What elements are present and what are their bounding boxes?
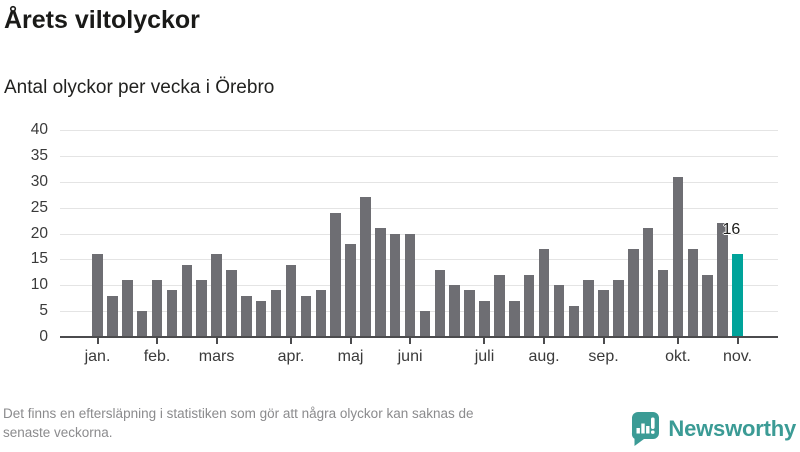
bar xyxy=(166,290,178,337)
bar xyxy=(613,280,624,337)
gridline xyxy=(60,130,778,131)
bar xyxy=(672,176,684,337)
weekly-accidents-bar-chart: Årets viltolyckor Antal olyckor per veck… xyxy=(0,6,778,365)
bar xyxy=(553,285,565,337)
bar xyxy=(196,280,207,337)
bar xyxy=(687,249,699,337)
x-tick-mark xyxy=(289,337,292,344)
x-tick-mark xyxy=(676,337,679,344)
bar xyxy=(315,290,326,337)
chart-subtitle: Antal olyckor per vecka i Örebro xyxy=(4,77,275,98)
x-tick-mark xyxy=(156,337,159,344)
x-tick-mark xyxy=(96,337,99,344)
bar xyxy=(300,295,312,337)
bar xyxy=(419,311,431,337)
y-tick-label: 30 xyxy=(30,172,48,190)
bar xyxy=(226,269,237,337)
bar xyxy=(568,305,580,337)
footnote-line: Det finns en eftersläpning i statistiken… xyxy=(3,406,474,421)
bar xyxy=(464,290,475,337)
bar xyxy=(92,254,103,337)
x-tick-mark xyxy=(409,337,412,344)
y-tick-label: 40 xyxy=(30,121,48,138)
bar xyxy=(107,295,118,337)
y-tick-label: 15 xyxy=(30,250,48,268)
bar xyxy=(404,233,416,337)
bar xyxy=(151,280,163,337)
bar xyxy=(598,290,609,337)
bar xyxy=(330,212,341,337)
highlight-value-label: 16 xyxy=(722,221,741,239)
bar xyxy=(628,249,639,337)
gridline xyxy=(60,259,778,261)
x-tick-label: sep. xyxy=(588,348,619,365)
bar xyxy=(479,300,490,337)
y-axis: 0 5 10 15 20 25 30 35 40 xyxy=(0,121,48,345)
x-axis-line xyxy=(60,336,778,338)
gridline xyxy=(60,285,778,287)
x-tick-mark xyxy=(543,337,546,344)
bar xyxy=(375,228,386,337)
x-tick-label: feb. xyxy=(143,348,171,365)
bar xyxy=(717,223,728,337)
bar xyxy=(449,285,460,337)
plot-area: jan. feb. mars apr. maj juni juli aug. sep. okt. n… xyxy=(60,130,778,365)
footnote: Det finns en eftersläpning i statistiken… xyxy=(3,405,633,442)
bar xyxy=(494,274,505,337)
bar xyxy=(136,311,148,337)
x-tick-mark xyxy=(602,337,605,344)
bar xyxy=(211,254,222,337)
x-tick-mark xyxy=(736,337,739,344)
y-tick-label: 35 xyxy=(30,146,48,164)
bar xyxy=(181,264,193,337)
x-tick-mark xyxy=(215,337,218,344)
bar xyxy=(255,300,267,337)
y-tick-label: 25 xyxy=(30,198,48,216)
bar xyxy=(360,197,371,337)
x-tick-mark xyxy=(483,337,486,344)
bar xyxy=(389,233,401,337)
bar xyxy=(538,249,550,337)
gridline xyxy=(60,207,778,209)
footnote-line: senaste veckorna. xyxy=(3,424,113,440)
newsworthy-logo: Newsworthy xyxy=(630,411,796,447)
bar xyxy=(285,264,297,337)
x-tick-label: okt. xyxy=(665,348,691,365)
x-tick-label: juni xyxy=(397,348,423,365)
bar-highlighted xyxy=(732,254,743,337)
x-tick-label: aug. xyxy=(528,348,560,365)
bar xyxy=(702,274,713,337)
newsworthy-logo-icon xyxy=(630,411,660,447)
x-tick-mark xyxy=(349,337,352,344)
x-tick-label: apr. xyxy=(277,348,305,365)
gridline xyxy=(60,181,778,183)
bar xyxy=(345,243,356,337)
x-tick-label: jan. xyxy=(84,348,111,365)
y-tick-label: 0 xyxy=(39,328,48,345)
newsworthy-wordmark: Newsworthy xyxy=(668,416,796,441)
x-tick-label: maj xyxy=(337,348,364,365)
x-tick-label: juli xyxy=(474,348,495,365)
bar xyxy=(583,280,594,337)
x-tick-label: nov. xyxy=(722,348,753,365)
x-tick-label: mars xyxy=(198,348,235,365)
bar xyxy=(434,269,446,337)
page-title: Årets viltolyckor xyxy=(4,6,200,34)
gridline xyxy=(60,311,778,313)
y-tick-label: 10 xyxy=(30,276,48,294)
bar xyxy=(241,295,252,337)
gridline xyxy=(60,155,778,157)
bar xyxy=(509,300,520,337)
y-tick-label: 20 xyxy=(30,224,48,242)
bar xyxy=(523,274,535,337)
y-tick-label: 5 xyxy=(39,302,48,320)
bar xyxy=(270,290,282,337)
bar xyxy=(642,228,654,337)
gridline xyxy=(60,233,778,235)
bar xyxy=(122,280,133,337)
bar xyxy=(657,269,669,337)
